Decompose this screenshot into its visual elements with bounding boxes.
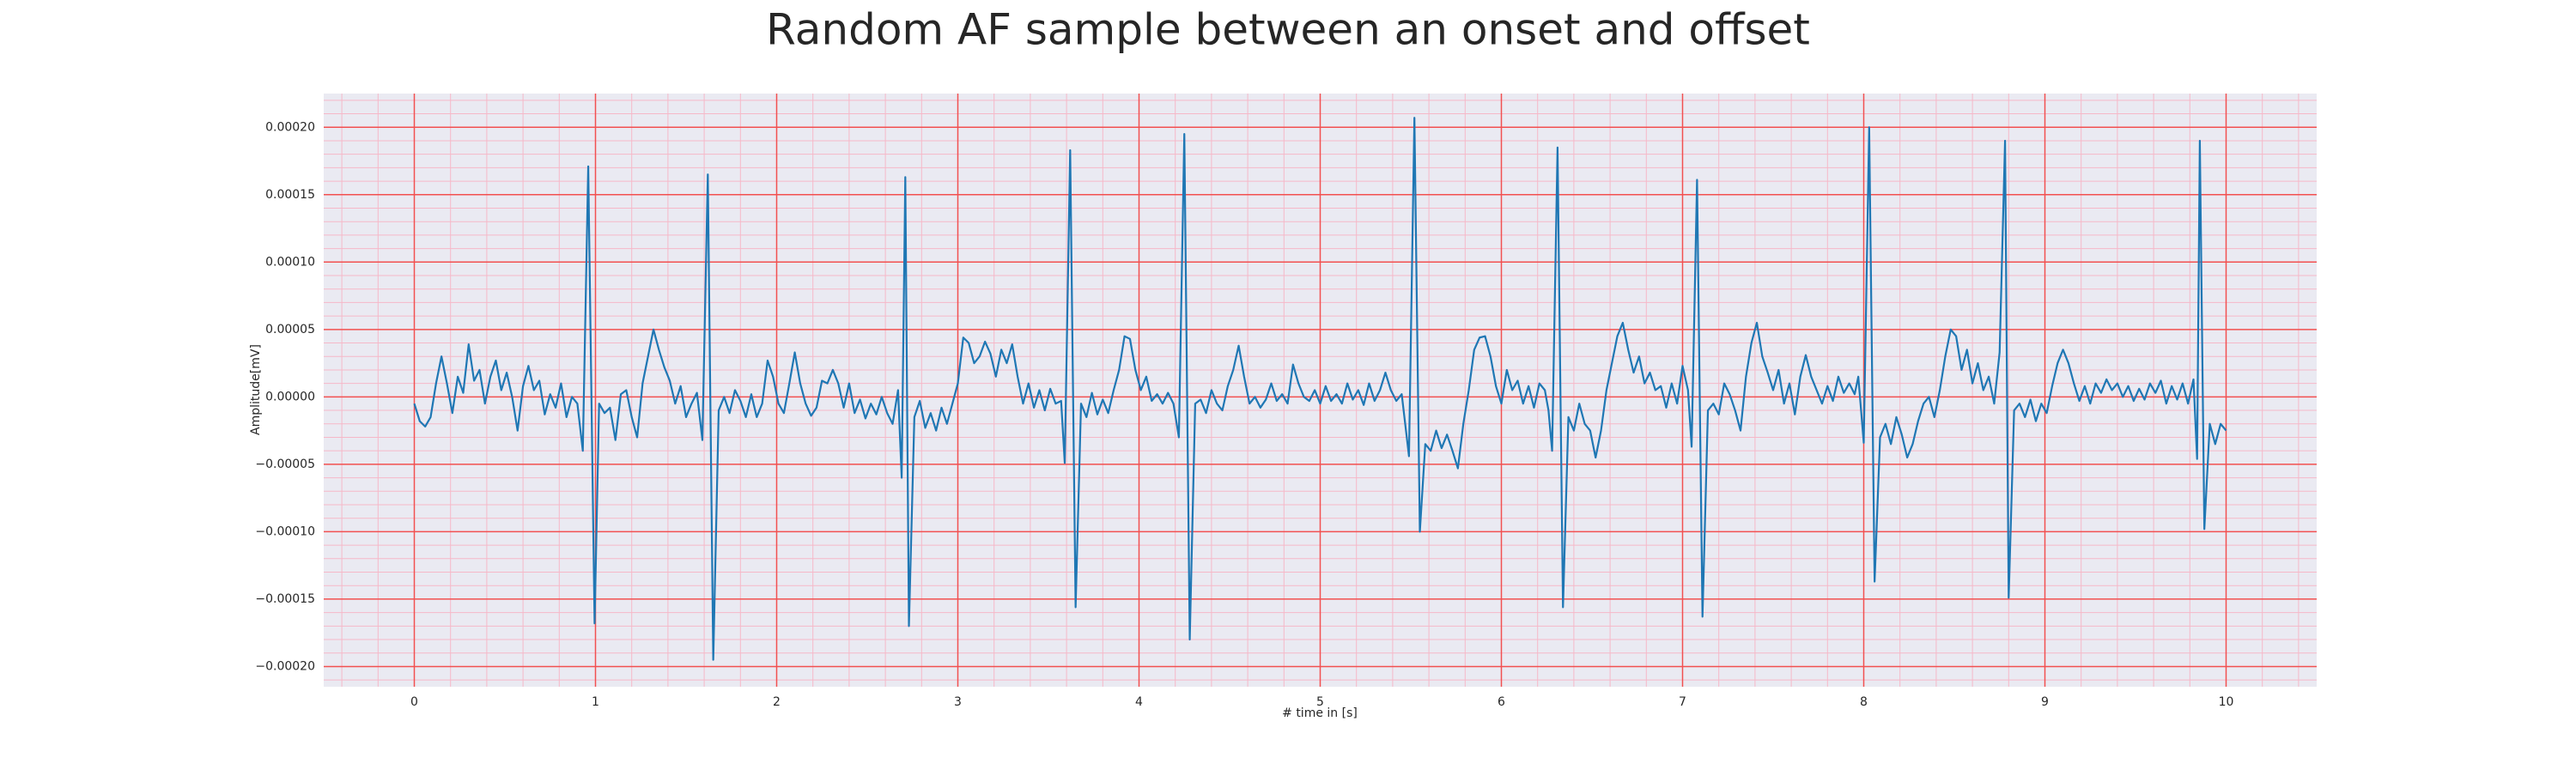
y-tick-label: 0.00000 — [265, 390, 315, 403]
y-tick-label: 0.00015 — [265, 188, 315, 202]
signal-line — [413, 117, 2227, 661]
y-tick-label: −0.00010 — [255, 524, 315, 538]
y-axis-label: Amplitude[mV] — [249, 344, 263, 435]
x-tick-label: 6 — [1498, 695, 1505, 709]
x-tick-label: 2 — [773, 695, 781, 709]
x-tick-label: 8 — [1860, 695, 1868, 709]
y-tick-label: 0.00020 — [265, 120, 315, 134]
x-tick-label: 7 — [1679, 695, 1686, 709]
x-tick-label: 4 — [1135, 695, 1143, 709]
plot — [413, 117, 2227, 661]
x-tick-label: 5 — [1316, 695, 1324, 709]
y-tick-label: −0.00005 — [255, 458, 315, 471]
y-tick-label: 0.00010 — [265, 255, 315, 269]
labels: 0 1 2 3 4 5 6 7 8 9 10 −0.00020 −0.00015 −0.00010 −0.0… — [255, 120, 2233, 709]
x-tick-label: 9 — [2041, 695, 2049, 709]
x-tick-label: 0 — [410, 695, 418, 709]
x-tick-label: 3 — [954, 695, 962, 709]
grid — [324, 94, 2317, 687]
chart-title: Random AF sample between an onset and of… — [766, 5, 1810, 55]
x-tick-label: 1 — [592, 695, 599, 709]
x-tick-label: 10 — [2219, 695, 2234, 709]
y-tick-label: −0.00020 — [255, 659, 315, 673]
x-axis-label: # time in [s] — [1282, 706, 1358, 720]
y-tick-label: −0.00015 — [255, 592, 315, 606]
y-tick-label: 0.00005 — [265, 323, 315, 336]
